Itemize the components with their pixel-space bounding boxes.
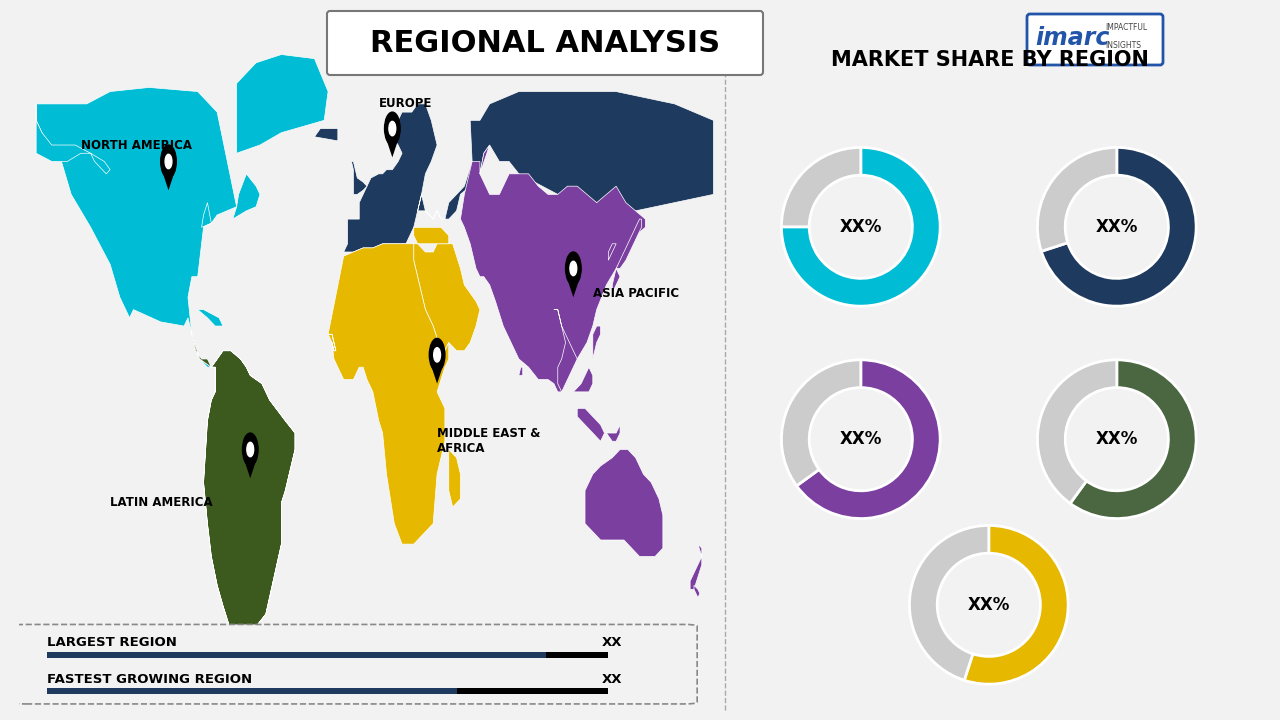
Text: EUROPE: EUROPE	[379, 97, 433, 110]
Text: XX%: XX%	[968, 596, 1010, 613]
Polygon shape	[518, 367, 522, 375]
Circle shape	[570, 261, 577, 276]
Polygon shape	[694, 585, 700, 598]
FancyBboxPatch shape	[547, 652, 608, 657]
Text: MARKET SHARE BY REGION: MARKET SHARE BY REGION	[831, 50, 1149, 70]
Text: MIDDLE EAST &
AFRICA: MIDDLE EAST & AFRICA	[436, 427, 540, 455]
Wedge shape	[1038, 148, 1117, 251]
FancyBboxPatch shape	[457, 688, 608, 694]
Polygon shape	[328, 244, 449, 544]
Polygon shape	[577, 408, 604, 441]
Polygon shape	[554, 310, 577, 392]
Polygon shape	[430, 363, 444, 384]
Circle shape	[384, 112, 401, 145]
Polygon shape	[608, 244, 616, 260]
Text: IMPACTFUL: IMPACTFUL	[1105, 24, 1147, 32]
Wedge shape	[964, 526, 1068, 684]
Text: XX%: XX%	[840, 430, 882, 448]
Text: XX%: XX%	[840, 217, 882, 235]
FancyBboxPatch shape	[326, 11, 763, 75]
Polygon shape	[567, 276, 580, 297]
FancyBboxPatch shape	[46, 688, 457, 694]
Polygon shape	[197, 310, 223, 326]
Text: NORTH AMERICA: NORTH AMERICA	[81, 138, 192, 151]
Wedge shape	[781, 148, 861, 227]
Text: XX: XX	[602, 636, 622, 649]
Text: XX: XX	[602, 672, 622, 685]
Circle shape	[165, 154, 172, 168]
FancyBboxPatch shape	[1027, 14, 1164, 65]
Circle shape	[566, 252, 581, 285]
Text: INSIGHTS: INSIGHTS	[1105, 40, 1140, 50]
Polygon shape	[573, 367, 593, 392]
Polygon shape	[237, 55, 328, 153]
Text: XX%: XX%	[1096, 430, 1138, 448]
Polygon shape	[352, 161, 367, 194]
Polygon shape	[161, 170, 175, 190]
Text: imarc: imarc	[1034, 26, 1110, 50]
Text: XX%: XX%	[1096, 217, 1138, 235]
Circle shape	[429, 338, 445, 372]
Polygon shape	[385, 137, 399, 158]
Wedge shape	[796, 360, 940, 518]
Polygon shape	[413, 228, 449, 244]
Text: LATIN AMERICA: LATIN AMERICA	[110, 497, 212, 510]
Polygon shape	[36, 87, 260, 367]
Circle shape	[242, 433, 259, 466]
Polygon shape	[315, 129, 338, 141]
Polygon shape	[343, 91, 713, 252]
Text: FASTEST GROWING REGION: FASTEST GROWING REGION	[46, 672, 252, 685]
Text: ASIA PACIFIC: ASIA PACIFIC	[593, 287, 678, 300]
Wedge shape	[1042, 148, 1196, 306]
Text: LARGEST REGION: LARGEST REGION	[46, 636, 177, 649]
Polygon shape	[461, 145, 645, 392]
Polygon shape	[413, 244, 480, 351]
Wedge shape	[1070, 360, 1196, 518]
Circle shape	[389, 122, 396, 136]
Polygon shape	[585, 449, 663, 557]
Circle shape	[434, 348, 440, 362]
FancyBboxPatch shape	[13, 624, 698, 704]
FancyBboxPatch shape	[46, 652, 547, 657]
Polygon shape	[616, 219, 641, 269]
Polygon shape	[607, 425, 620, 441]
Wedge shape	[910, 526, 989, 680]
Polygon shape	[243, 458, 257, 478]
Polygon shape	[192, 334, 294, 631]
Wedge shape	[1038, 360, 1117, 503]
Wedge shape	[781, 148, 940, 306]
Polygon shape	[612, 269, 620, 293]
Polygon shape	[449, 449, 461, 507]
Circle shape	[161, 145, 177, 178]
Text: REGIONAL ANALYSIS: REGIONAL ANALYSIS	[370, 29, 721, 58]
Circle shape	[247, 442, 253, 456]
Wedge shape	[782, 360, 861, 486]
Polygon shape	[36, 104, 110, 174]
Polygon shape	[690, 544, 701, 590]
Polygon shape	[593, 326, 600, 359]
